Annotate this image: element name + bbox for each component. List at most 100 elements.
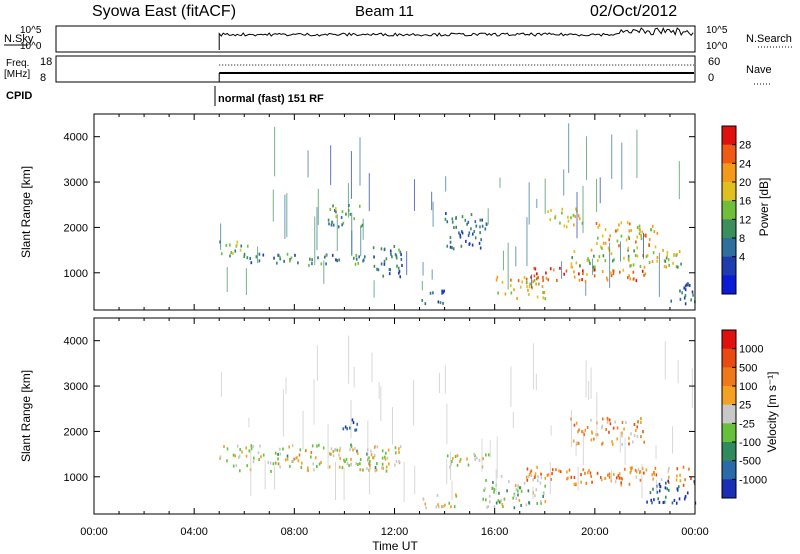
heatmap-cell — [323, 255, 326, 259]
heatmap-cell — [239, 469, 241, 473]
heatmap-cell — [602, 241, 605, 245]
heatmap-cell — [655, 473, 658, 477]
heatmap-cell — [300, 465, 303, 469]
heatmap-cell — [608, 238, 611, 242]
heatmap-cell — [540, 476, 543, 480]
colorbar-frame — [721, 125, 737, 295]
colorbar-tick-label: -100 — [739, 437, 761, 449]
heatmap-cell — [279, 465, 281, 469]
heatmap-cell — [670, 299, 673, 303]
heatmap-cell — [246, 244, 249, 248]
heatmap-cell — [245, 446, 247, 450]
colorbar-tick-label: 25 — [739, 400, 751, 412]
heatmap-cell — [450, 505, 452, 509]
heatmap-cell — [578, 217, 581, 221]
heatmap-cell — [638, 224, 641, 228]
heatmap-cell — [535, 488, 538, 492]
heatmap-cell — [563, 272, 565, 276]
heatmap-cell — [556, 278, 558, 282]
heatmap-cell — [318, 462, 321, 466]
heatmap-cell — [592, 265, 595, 269]
x-axis-ticks: 00:00 04:00 08:00 12:00 16:00 20:00 00:00 — [80, 526, 709, 538]
heatmap-cell — [373, 454, 376, 458]
heatmap-cell — [474, 457, 476, 461]
heatmap-cell — [596, 241, 598, 245]
heatmap-cell — [366, 467, 368, 471]
colorbar-segment — [722, 404, 736, 424]
heatmap-cell — [561, 207, 564, 211]
heatmap-cell — [532, 280, 535, 284]
heatmap-cell — [297, 261, 299, 265]
heatmap-cell — [424, 302, 427, 306]
heatmap-streak — [619, 241, 621, 262]
heatmap-cell — [478, 241, 481, 245]
heatmap-cell — [539, 499, 542, 503]
heatmap-cell — [460, 244, 463, 248]
heatmap-cell — [529, 282, 531, 286]
heatmap-cell — [470, 213, 473, 217]
heatmap-cell — [336, 448, 339, 452]
heatmap-cell — [235, 464, 238, 468]
heatmap-cell — [381, 462, 384, 466]
heatmap-cell — [641, 269, 644, 273]
heatmap-streak — [285, 377, 287, 395]
heatmap-cell — [628, 482, 631, 486]
heatmap-streak — [226, 267, 228, 293]
heatmap-cell — [330, 223, 333, 227]
heatmap-cell — [422, 497, 425, 501]
heatmap-cell — [375, 468, 378, 472]
heatmap-cell — [262, 253, 265, 257]
heatmap-streak — [568, 123, 570, 173]
heatmap-cell — [458, 231, 460, 235]
heatmap-cell — [219, 240, 221, 244]
heatmap-cell — [571, 256, 574, 260]
heatmap-cell — [394, 463, 396, 467]
heatmap-cell — [581, 430, 583, 434]
heatmap-cell — [555, 468, 557, 472]
heatmap-cell — [641, 230, 644, 234]
heatmap-cell — [652, 487, 654, 491]
heatmap-cell — [519, 285, 522, 289]
heatmap-cell — [467, 463, 470, 467]
heatmap-cell — [370, 453, 373, 457]
heatmap-cell — [541, 285, 544, 289]
heatmap-streak — [450, 451, 452, 481]
heatmap-cell — [390, 252, 392, 256]
heatmap-streak — [316, 345, 318, 382]
heatmap-cell — [636, 425, 639, 429]
heatmap-cell — [352, 256, 355, 260]
heatmap-streak — [512, 411, 514, 429]
heatmap-cell — [679, 297, 682, 301]
plot-title: Syowa East (fitACF) — [92, 3, 236, 20]
heatmap-cell — [668, 467, 670, 471]
heatmap-cell — [614, 480, 617, 484]
heatmap-cell — [675, 265, 678, 269]
heatmap-cell — [357, 261, 360, 265]
heatmap-cell — [421, 298, 424, 302]
heatmap-cell — [346, 461, 349, 465]
heatmap-cell — [676, 252, 678, 256]
heatmap-cell — [334, 207, 337, 211]
heatmap-streak — [371, 352, 373, 383]
heatmap-streak — [611, 470, 613, 484]
heatmap-cell — [355, 428, 358, 432]
colorbar-segment — [722, 386, 736, 406]
heatmap-cell — [438, 505, 440, 509]
heatmap-cell — [220, 252, 223, 256]
heatmap-streak — [348, 335, 350, 384]
heatmap-cell — [372, 456, 374, 460]
freq-tick-bottom: 8 — [40, 72, 46, 84]
heatmap-cell — [362, 468, 364, 472]
heatmap-cell — [356, 451, 359, 455]
heatmap-cell — [316, 444, 318, 448]
heatmap-cell — [607, 246, 610, 250]
heatmap-cell — [527, 475, 530, 479]
heatmap-cell — [570, 262, 573, 266]
heatmap-cell — [342, 427, 345, 431]
heatmap-streak — [495, 469, 497, 495]
heatmap-cell — [385, 469, 388, 473]
heatmap-cell — [349, 448, 351, 452]
heatmap-cell — [473, 230, 476, 234]
colorbar-tick-label: 24 — [739, 158, 751, 170]
heatmap-cell — [683, 296, 686, 300]
